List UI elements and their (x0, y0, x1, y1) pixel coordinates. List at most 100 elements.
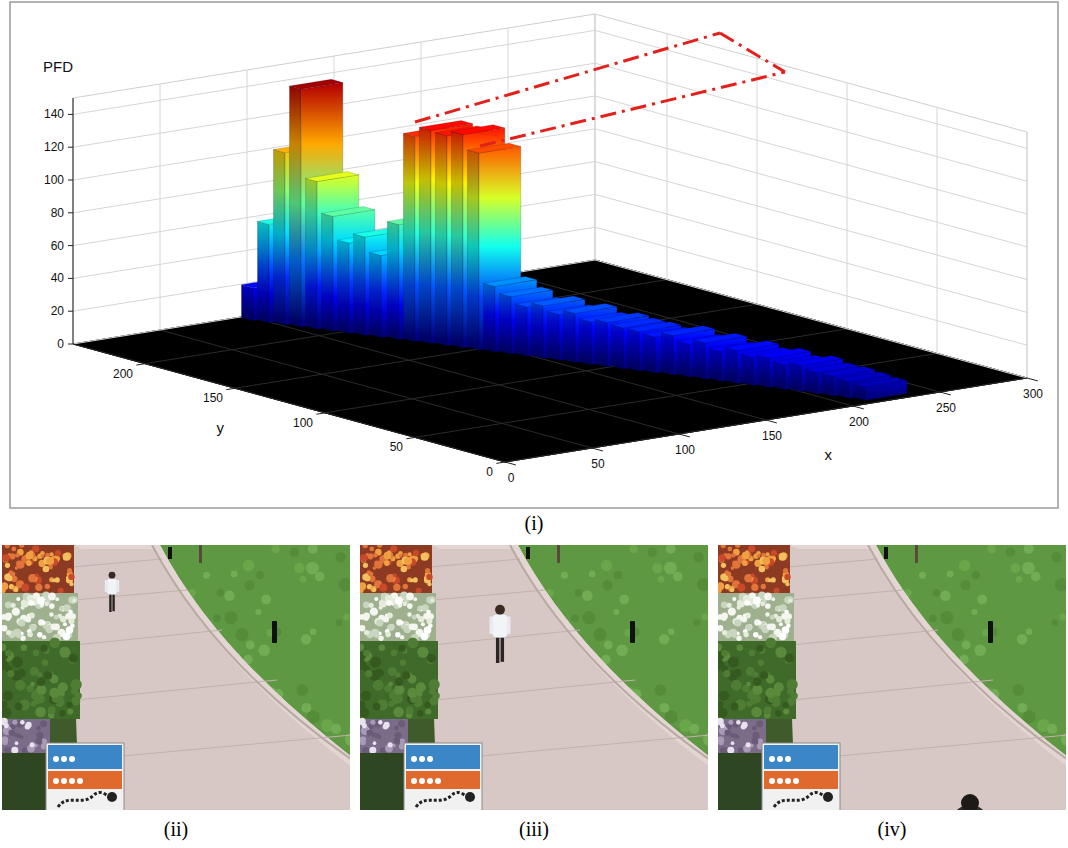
column-top (452, 125, 505, 135)
foliage (11, 747, 18, 754)
signboard (404, 743, 482, 810)
flower-bed (2, 641, 80, 719)
foliage (731, 680, 742, 691)
foliage (423, 613, 430, 620)
foliage (614, 571, 623, 580)
foliage (385, 632, 390, 637)
foliage (25, 724, 31, 730)
foliage (1017, 634, 1027, 644)
foliage (68, 596, 75, 603)
column-shade (322, 213, 334, 331)
tick-label: 50 (591, 457, 605, 471)
column-shade (242, 285, 254, 321)
foliage (2, 660, 9, 670)
foliage (940, 611, 953, 624)
foliage (374, 720, 382, 728)
foliage (693, 552, 704, 563)
walkway-light (74, 545, 350, 767)
column-shade (274, 150, 286, 325)
sign-orange (406, 771, 480, 789)
foliage (12, 608, 20, 616)
tick-label: 80 (51, 206, 65, 220)
foliage (394, 685, 404, 695)
sign-icon (77, 778, 83, 784)
sign-drawing (465, 792, 475, 802)
foliage (412, 615, 417, 620)
column-top (484, 277, 537, 287)
sign-panel (762, 743, 840, 810)
sign-icon (427, 778, 433, 784)
foliage (1026, 628, 1033, 635)
foliage (363, 650, 370, 657)
foliage (255, 609, 261, 615)
foliage (655, 684, 667, 696)
foliage (398, 720, 405, 727)
foliage (371, 629, 379, 637)
foliage (762, 557, 770, 565)
foliage (213, 614, 221, 622)
foliage (370, 720, 375, 725)
columns (242, 79, 908, 400)
column-shade (500, 294, 512, 355)
flower-bed (360, 545, 432, 593)
foliage (425, 568, 430, 573)
column-side (806, 370, 818, 395)
foliage (217, 589, 225, 597)
foliage (2, 701, 7, 708)
foliage (718, 643, 722, 651)
foliage (779, 633, 787, 641)
foliage (733, 733, 738, 738)
column-shade (403, 133, 415, 341)
tick (136, 364, 145, 365)
tick (853, 406, 864, 409)
foliage (1010, 563, 1020, 573)
foliage (758, 635, 762, 639)
foliage (49, 688, 59, 698)
foliage (764, 593, 772, 601)
foliage (59, 607, 63, 611)
foliage (413, 597, 417, 601)
y-axis (73, 344, 505, 462)
paving-joint (74, 590, 187, 600)
panel-label: (iv) (878, 818, 907, 841)
figure: 0501001502002503000501001502000204060801… (0, 0, 1068, 848)
foliage (746, 742, 751, 747)
foliage (63, 622, 67, 626)
foliage (395, 632, 400, 637)
foliage (19, 545, 24, 548)
foliage (360, 625, 365, 631)
bollard (272, 621, 277, 643)
foliage (784, 596, 791, 603)
foliage (734, 619, 741, 626)
grid-line (1027, 132, 1028, 378)
foliage (42, 659, 49, 666)
foliage (2, 582, 8, 590)
grid-line (847, 83, 848, 329)
foliage (301, 703, 311, 713)
foliage (395, 677, 403, 685)
foliage (400, 635, 404, 639)
foliage (52, 579, 56, 583)
foliage (30, 682, 35, 687)
tick (68, 114, 73, 115)
foliage (742, 560, 748, 566)
foliage (727, 547, 732, 552)
foliage (757, 621, 761, 625)
foliage (21, 645, 28, 652)
grid-line (508, 274, 940, 392)
paving-joint (432, 590, 545, 600)
sign-drawing (823, 792, 833, 802)
foliage (360, 586, 364, 590)
foliage (774, 682, 784, 692)
foliage (732, 560, 740, 568)
foliage (6, 630, 11, 635)
sign-drawing (416, 792, 468, 807)
foliage (67, 708, 73, 714)
column-shade (532, 303, 544, 359)
tick (766, 420, 777, 423)
foliage (37, 597, 45, 605)
foliage (345, 733, 350, 747)
foliage (59, 647, 70, 658)
foliage (4, 723, 9, 728)
tick-label: 140 (44, 107, 64, 121)
